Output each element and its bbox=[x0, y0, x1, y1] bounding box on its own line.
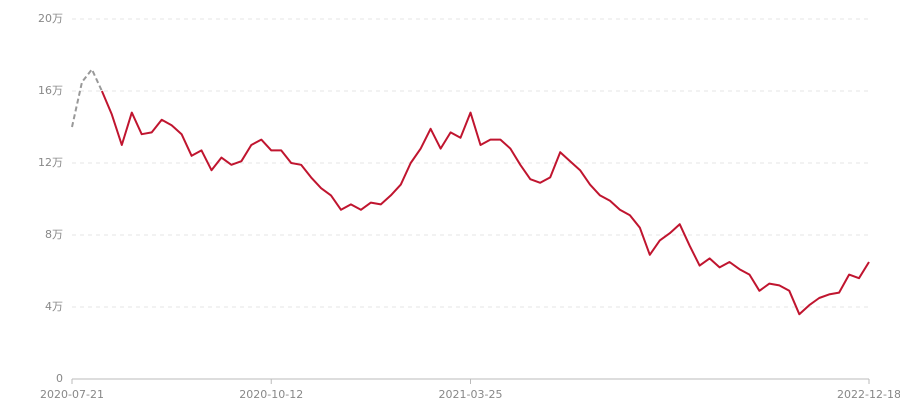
x-tick-label: 2021-03-25 bbox=[439, 388, 503, 400]
y-tick-label: 0 bbox=[56, 372, 63, 385]
x-tick-label: 2022-12-18 bbox=[837, 388, 900, 400]
y-tick-label: 12万 bbox=[38, 156, 63, 169]
series-line bbox=[100, 90, 870, 316]
y-tick-label: 8万 bbox=[45, 228, 63, 241]
y-tick-label: 16万 bbox=[38, 84, 63, 97]
series-line bbox=[71, 68, 103, 128]
x-tick-label: 2020-07-21 bbox=[40, 388, 104, 400]
x-tick-label: 2020-10-12 bbox=[239, 388, 303, 400]
y-tick-label: 20万 bbox=[38, 12, 63, 25]
y-tick-label: 4万 bbox=[45, 300, 63, 313]
